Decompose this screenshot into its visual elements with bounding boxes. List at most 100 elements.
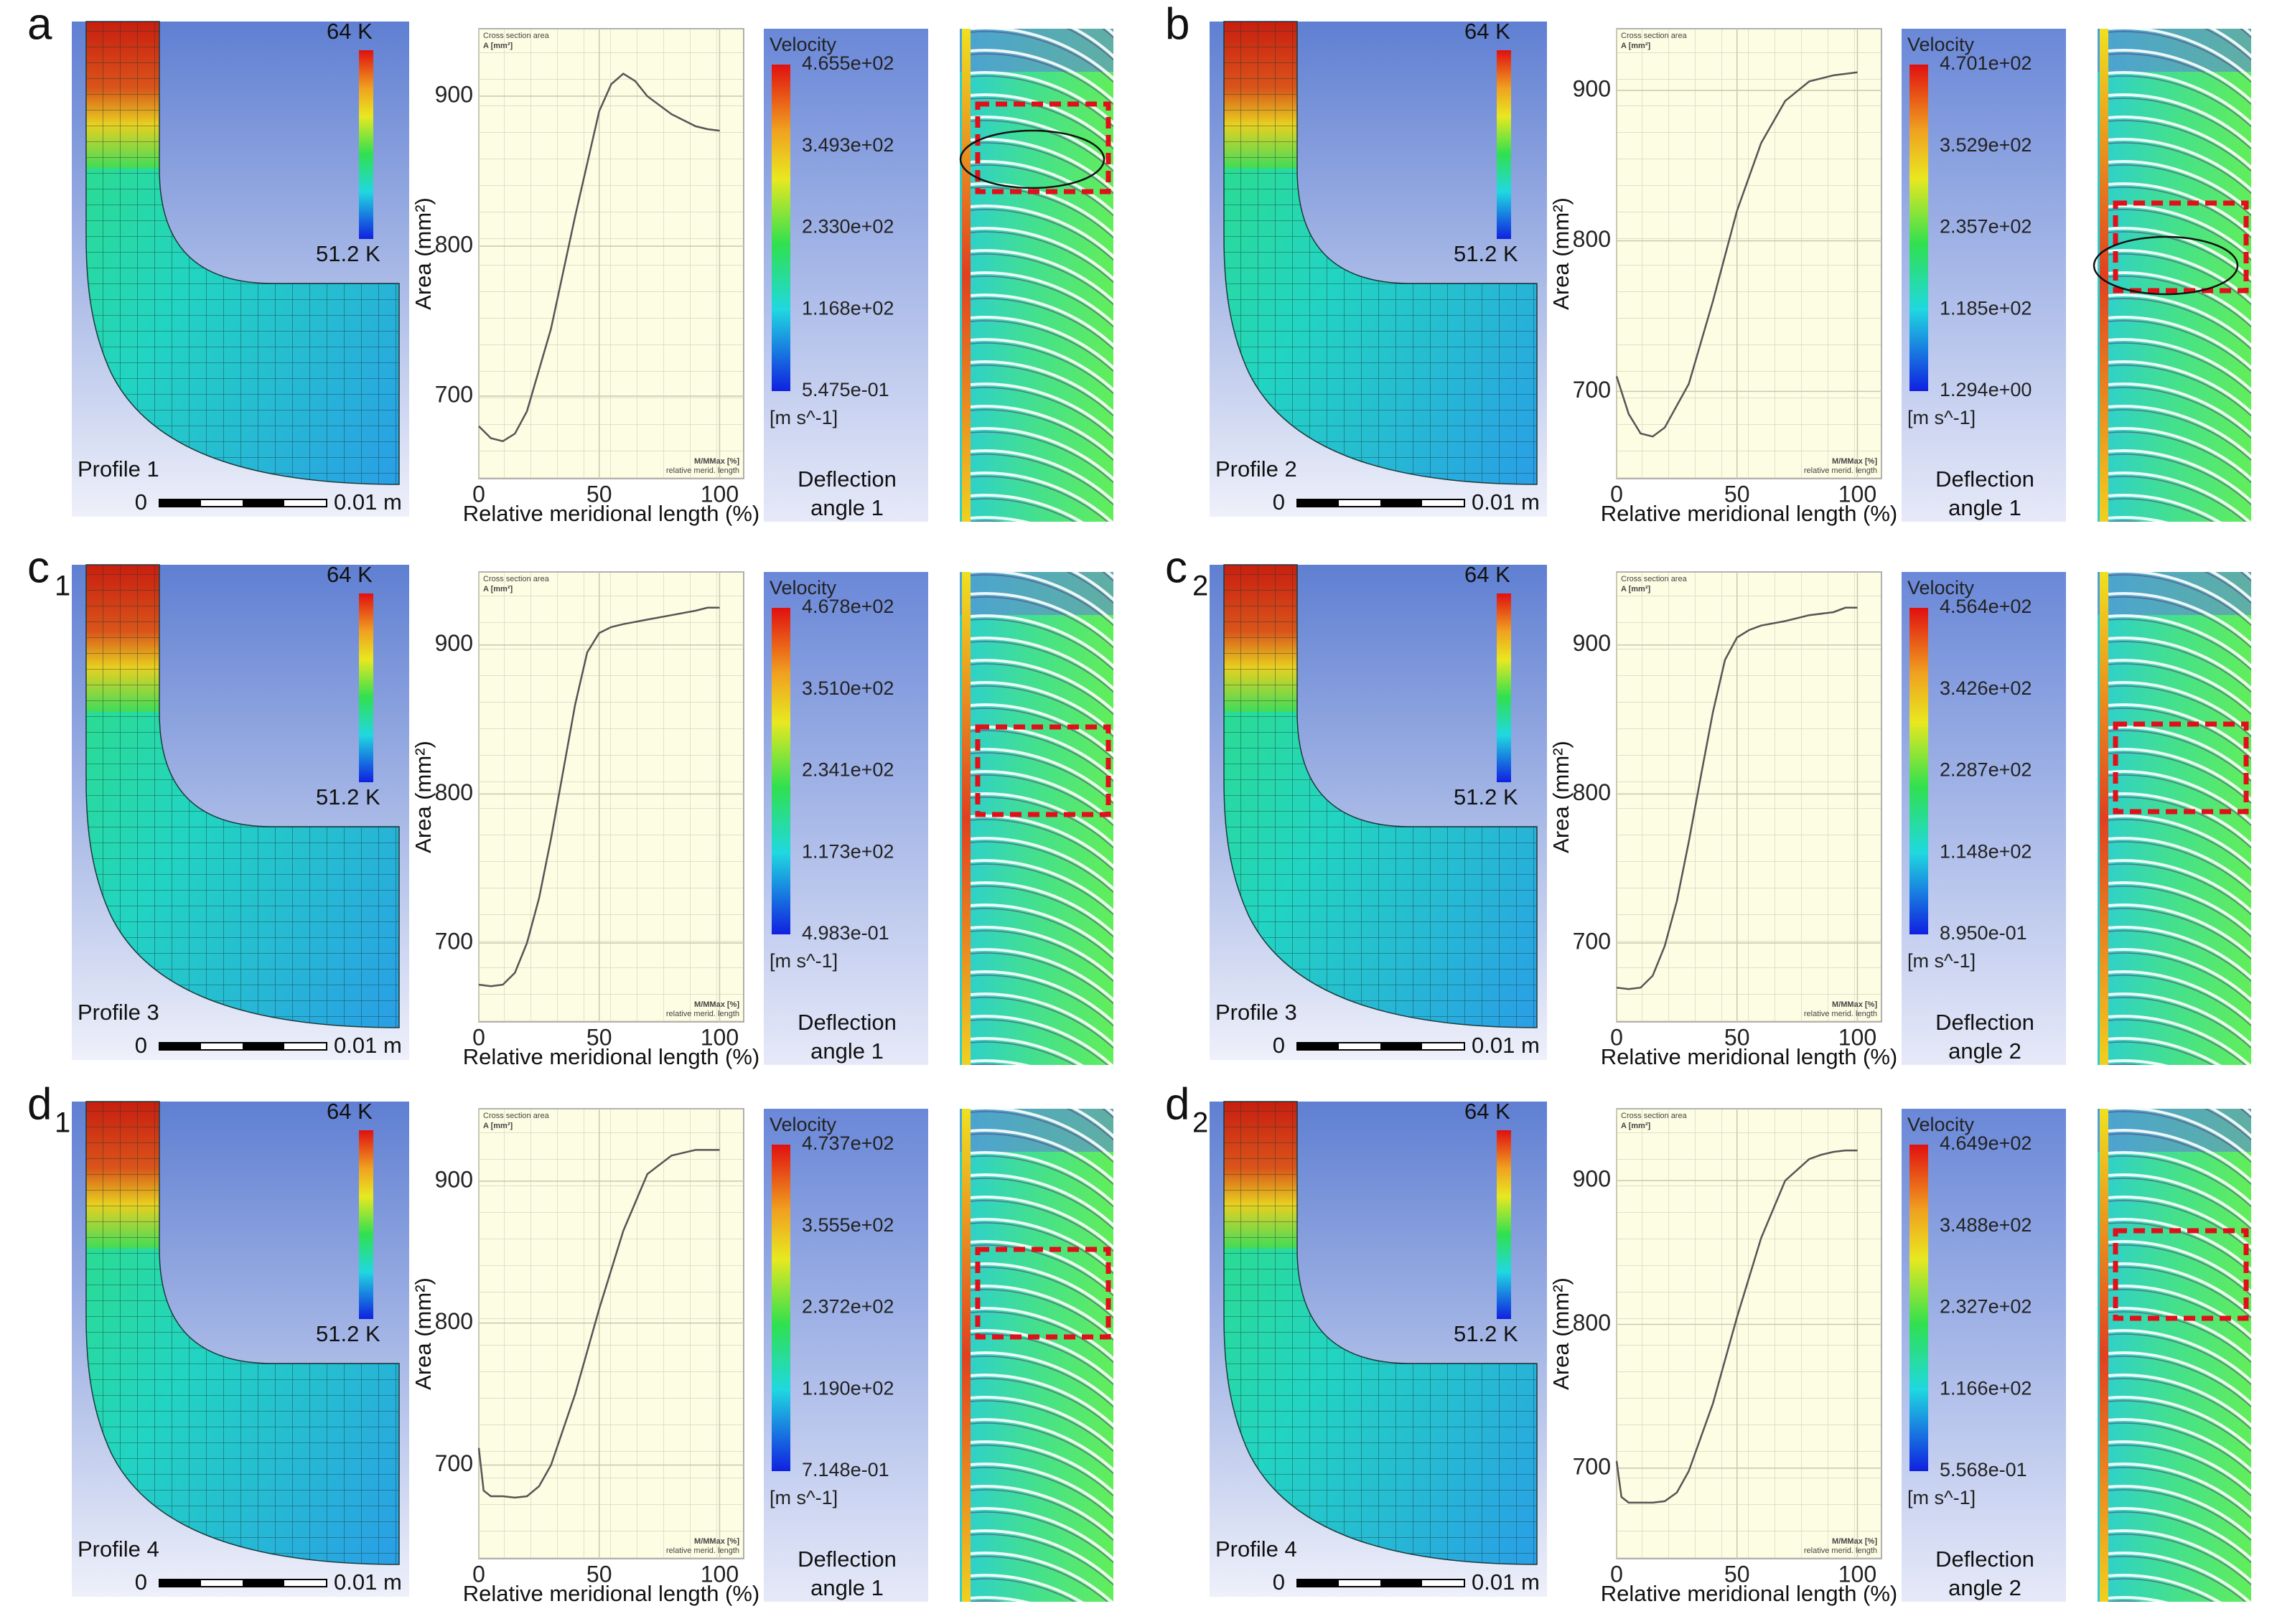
blade-edge [2108,1578,2214,1602]
blade-streak [970,1307,1113,1361]
blade-streak [970,1329,1113,1384]
profile-label: Profile 3 [1215,1000,1297,1025]
blade-edge [970,1200,1113,1252]
scale-length: 0.01 m [334,489,402,515]
y-tick-label: 700 [1573,928,1611,954]
chart-xinfo2: relative merid. length [1804,1546,1877,1555]
blade-streak [970,681,1113,736]
y-tick-label: 900 [1573,75,1611,101]
velocity-tick-label: 4.649e+02 [1940,1132,2032,1154]
area-line [477,1149,720,1499]
scale-seg [1297,1043,1339,1050]
blade-edge [2108,663,2251,715]
blade-streak [2108,1037,2222,1065]
blade-streak [2108,1620,2258,1624]
area-line [478,72,720,443]
blade-edge [2108,387,2251,439]
blade-streak [2108,1329,2251,1384]
blade-streak [2108,903,2251,958]
blade-edge [1066,29,1113,61]
blade-edge [2108,841,2251,893]
velocity-tick-label: 4.564e+02 [1940,596,2032,617]
profile-label: Profile 2 [1215,456,1297,482]
blade-streak [2108,294,2251,348]
profile-mesh [1223,21,1538,485]
velocity-title: Velocity [770,577,837,599]
blade-streak [970,1529,1113,1584]
scale-seg [243,499,284,507]
deflection-label: Deflection [798,1546,897,1572]
blade-edge [2108,75,2251,128]
blade-streak [2108,792,2251,847]
blade-edge [2108,476,2246,522]
blade-streak [2108,516,2169,522]
chart-unit: A [mm²] [1621,585,1650,593]
velocity-unit: [m s^-1] [1907,1487,1976,1508]
blade-edge [2108,819,2251,871]
chart-xinfo: M/MMax [%] [694,1537,739,1546]
blade-edge [2108,454,2251,506]
blade-edge [2108,1311,2251,1363]
blade-edge [2108,619,2251,671]
scale-seg [1380,1580,1422,1587]
blade-edge [2108,431,2251,484]
blade-field [2098,29,2251,522]
blade-edge [970,1600,1006,1602]
x-axis-label: Relative meridional length (%) [1601,501,1898,526]
blade-edge [2204,1109,2251,1141]
blade-edge [2108,1333,2251,1386]
blade-edge [2108,231,2251,283]
blade-streak [970,49,1113,103]
blade-streak [971,1620,1120,1624]
blade-streak [970,592,1113,647]
blade-edge [2108,365,2251,417]
panel-label-sub: 1 [55,1107,70,1139]
blade-edge [970,387,1113,439]
blade-edge [970,53,1113,105]
blade-streak [2108,116,2251,170]
velocity-background [764,29,928,522]
blade-edge [2108,930,2251,982]
blade-edge [2108,730,2251,782]
highlight-box [2113,200,2249,294]
panel: d 1 64 K 51.2 K Profile 4 0 0.01 m 700 800 900 0 50… [27,1079,1120,1624]
blade-streak [970,71,1113,126]
highlight-ellipse [2093,235,2239,296]
blade-streak [970,1440,1113,1495]
blade-streak [970,116,1113,170]
chart-title: Cross section area [483,32,550,40]
blade-streak [970,859,1113,914]
blade-streak [2108,592,2251,647]
deflection-label: angle 2 [1948,1038,2021,1064]
x-axis-label: Relative meridional length (%) [463,1044,760,1069]
x-tick-label: 50 [586,481,612,507]
x-tick-label: 100 [1838,1024,1876,1050]
blade-edge [970,1289,1113,1341]
blade-streak [970,205,1113,259]
blade-edge [1066,1109,1113,1141]
blade-edge [2108,774,2251,827]
velocity-title: Velocity [1907,577,1975,599]
blade-edge [2108,952,2251,1005]
blade-streak [970,271,1113,326]
blade-edge [970,997,1113,1049]
blade-streak [970,1059,1031,1065]
temperature-min: 51.2 K [316,241,380,266]
temperature-max: 64 K [1464,1099,1510,1124]
blade-edge [2108,1244,2251,1297]
chart-unit: A [mm²] [483,585,513,593]
panel-label: d [27,1079,52,1129]
blade-edge [2108,342,2251,395]
blade-edge [970,574,1113,626]
blade-strip [2100,1109,2108,1602]
blade-streak [2108,49,2251,103]
area-line [1615,71,1858,438]
blade-field [2098,572,2251,1065]
blade-edge [2108,409,2251,461]
blade-streak [970,1463,1113,1517]
velocity-tick-label: 1.148e+02 [1940,840,2032,862]
velocity-tick-label: 4.737e+02 [802,1132,894,1154]
blade-streak [970,1240,1113,1295]
blade-streak [970,1151,1113,1206]
blade-streak [2108,726,2251,780]
